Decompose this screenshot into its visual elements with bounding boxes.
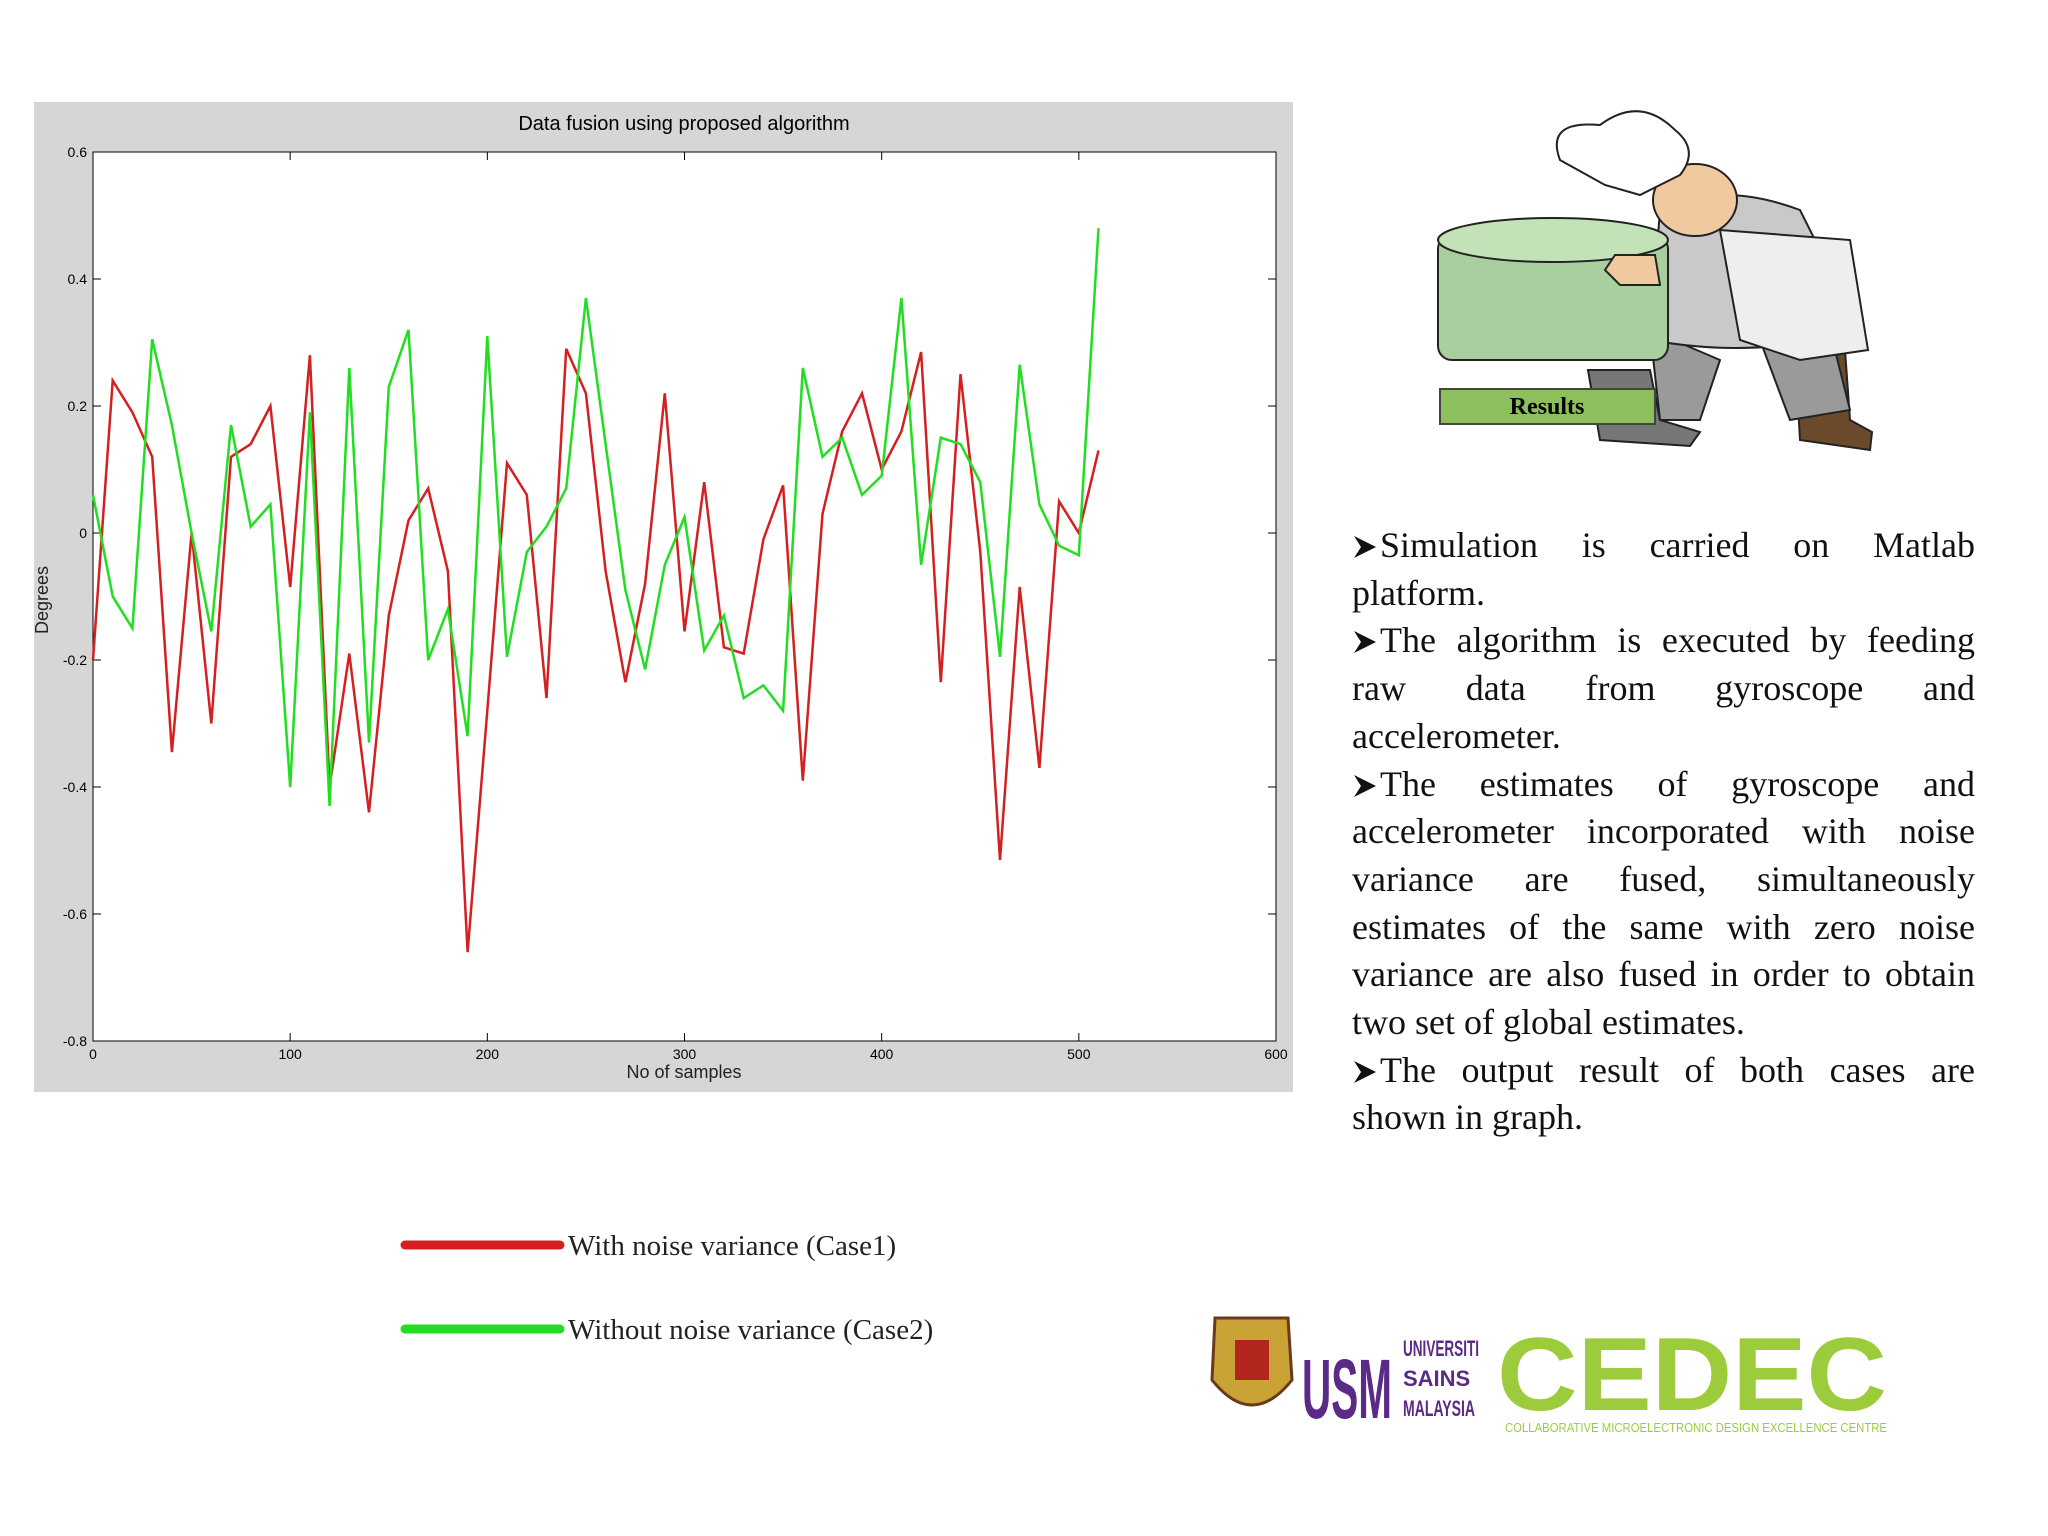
legend-label: Without noise variance (Case2) [568,1314,933,1346]
bullet-list: Simulation is carried on Matlab platform… [1352,522,1975,1142]
x-tick-label: 200 [476,1046,500,1062]
usm-name: MALAYSIA [1403,1396,1475,1421]
x-tick-label: 600 [1264,1046,1288,1062]
bullet: Simulation is carried on Matlab platform… [1352,522,1975,617]
bullet: The algorithm is executed by feeding raw… [1352,617,1975,760]
y-axis-label: Degrees [32,566,52,634]
bullet-arrow [1354,536,1376,558]
chart-title: Data fusion using proposed algorithm [518,113,849,135]
logos: USM UNIVERSITI SAINS MALAYSIA CEDEC COLL… [1210,1316,1887,1436]
x-tick-label: 500 [1067,1046,1091,1062]
usm-name: SAINS [1403,1366,1470,1391]
ticks: 0 100 200 300 400 500 600 -0.8 -0.6 -0.4 -0.2 0 0.2 0… [63,144,1288,1062]
bullet-text: The algorithm is executed by feeding raw… [1352,620,1975,756]
cedec-logo: CEDEC [1497,1317,1887,1433]
bullet-text: Simulation is carried on Matlab platform… [1352,525,1975,613]
arrow-shape [1354,774,1376,797]
x-tick-label: 0 [89,1046,97,1062]
x-tick-label: 400 [870,1046,894,1062]
y-tick-label: 0.6 [68,144,88,160]
arrow-shape [1354,1060,1376,1083]
y-tick-label: -0.2 [63,652,87,668]
y-tick-label: -0.6 [63,906,87,922]
legend: With noise variance (Case1) Without noise… [400,1230,933,1346]
y-tick-label: 0.2 [68,398,88,414]
arrow-shape [1354,631,1376,654]
y-tick-label: 0.4 [68,271,88,287]
crest-shield [1235,1340,1269,1380]
y-tick-label: 0 [79,525,87,541]
x-tick-label: 300 [673,1046,697,1062]
bullet-text: The output result of both cases are show… [1352,1049,1975,1138]
y-tick-label: -0.4 [63,779,87,795]
bullet-arrow [1354,1060,1376,1083]
bullet: The output result of both cases are show… [1352,1047,1975,1142]
bullet-arrow [1354,631,1376,654]
plot-area [92,151,1277,1042]
cedec-name: COLLABORATIVE MICROELECTRONIC DESIGN EXC… [1505,1420,1887,1435]
chef-illustration: Results [1437,110,1874,452]
x-tick-label: 100 [278,1046,302,1062]
bullet-arrow [1354,774,1376,797]
arrow-shape [1354,536,1376,558]
usm-logo: USM [1302,1342,1392,1436]
usm-name: UNIVERSITI [1403,1336,1479,1361]
x-axis-label: No of samples [626,1062,741,1082]
y-tick-label: -0.8 [63,1033,87,1049]
data-line [91,348,1100,953]
data-line [91,228,1100,807]
illustration-label: Results [1510,394,1585,420]
bullet: The estimates of gyroscope and accelerom… [1352,761,1975,1047]
legend-label: With noise variance (Case1) [568,1230,896,1262]
lines [91,228,1100,953]
bullet-text: The estimates of gyroscope and accelerom… [1352,763,1975,1043]
